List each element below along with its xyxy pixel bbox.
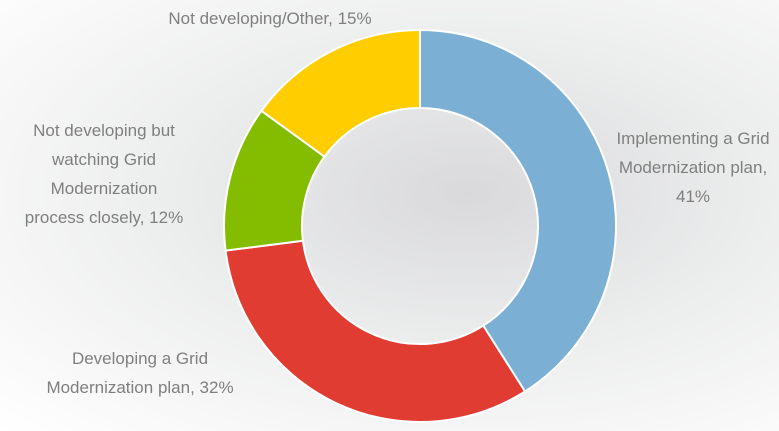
data-label: Not developing/Other, 15% [145, 4, 395, 33]
donut-segment [420, 30, 616, 391]
data-label: Implementing a Grid Modernization plan, … [612, 124, 774, 211]
chart: Implementing a Grid Modernization plan, … [0, 0, 779, 431]
data-label: Developing a Grid Modernization plan, 32… [35, 344, 245, 402]
donut-segment [226, 241, 525, 422]
data-label: Not developing but watching Grid Moderni… [20, 116, 188, 232]
